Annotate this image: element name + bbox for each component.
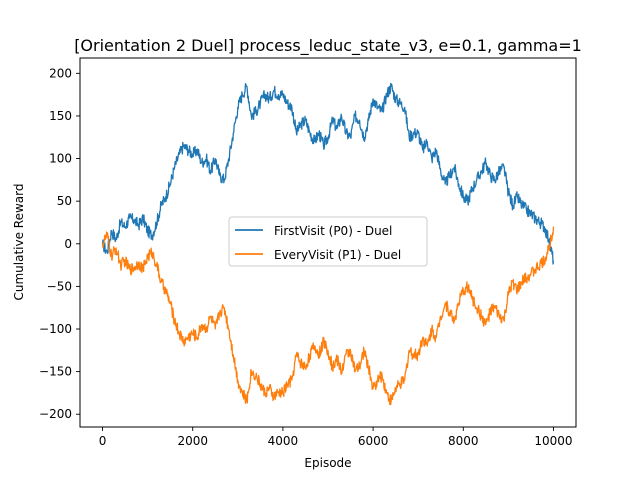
- legend: FirstVisit (P0) - Duel EveryVisit (P1) -…: [228, 216, 428, 267]
- plot-frame: [79, 57, 577, 428]
- legend-label-firstvisit: FirstVisit (P0) - Duel: [274, 224, 392, 238]
- y-axis: −200 −150 −100 −50 0 50 100 150 200: [39, 66, 80, 421]
- x-tick-label: 6000: [358, 434, 389, 448]
- x-tick-label: 8000: [448, 434, 479, 448]
- y-tick-label: −50: [47, 279, 72, 293]
- y-tick-label: −100: [39, 322, 72, 336]
- y-tick-label: 100: [49, 152, 72, 166]
- legend-box: [228, 216, 428, 267]
- y-tick-label: −200: [39, 407, 72, 421]
- x-tick-label: 2000: [177, 434, 208, 448]
- x-tick-label: 4000: [268, 434, 299, 448]
- y-axis-label: Cumulative Reward: [12, 184, 26, 301]
- x-axis-label: Episode: [304, 456, 351, 470]
- chart-title: [Orientation 2 Duel] process_leduc_state…: [74, 36, 582, 56]
- x-axis: 0 2000 4000 6000 8000 10000: [99, 427, 573, 448]
- series-line-firstvisit: [101, 82, 555, 265]
- x-tick-label: 10000: [534, 434, 572, 448]
- legend-label-everyvisit: EveryVisit (P1) - Duel: [274, 248, 401, 262]
- series-line-everyvisit: [101, 226, 555, 406]
- y-tick-label: −150: [39, 365, 72, 379]
- series-layer: [101, 82, 555, 406]
- y-tick-label: 200: [49, 66, 72, 80]
- y-tick-label: 50: [57, 194, 72, 208]
- y-tick-label: 0: [64, 237, 72, 251]
- x-tick-label: 0: [99, 434, 107, 448]
- y-tick-label: 150: [49, 109, 72, 123]
